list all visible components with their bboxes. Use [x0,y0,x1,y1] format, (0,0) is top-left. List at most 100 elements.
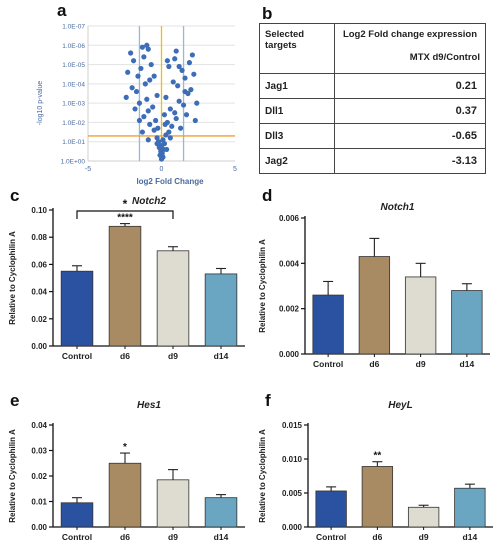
y-tick-label: 0.08 [31,233,47,242]
volcano-point [173,115,179,122]
bar-d14 [204,273,238,347]
volcano-point [155,125,161,131]
volcano-point [153,117,159,124]
volcano-point [148,61,154,68]
volcano-point [141,114,147,120]
y-tick-label: 0.005 [282,489,303,498]
volcano-point [182,75,188,81]
volcano-y-tick-label: 1.0E-02 [62,120,85,127]
volcano-point [142,81,148,87]
volcano-point [175,83,181,89]
volcano-y-tick-label: 1.0E-04 [62,81,85,88]
significance-marker: ** [373,451,381,462]
y-tick-label: 0.01 [31,498,47,507]
x-tick-label: Control [316,532,346,542]
x-tick-label: d6 [372,532,382,542]
y-tick-label: 0.006 [279,214,300,223]
bar-d14 [451,290,483,355]
bar-control [315,490,347,528]
volcano-point [161,112,168,118]
y-tick-label: 0.03 [31,447,47,456]
volcano-y-tick-label: 1.0E-03 [62,101,85,108]
bar-d9 [156,479,190,528]
volcano-point [169,123,175,129]
volcano-point [154,92,160,99]
chart-title: Notch2 [132,196,166,207]
volcano-point [170,79,176,85]
volcano-x-tick-label: 5 [233,166,237,173]
volcano-point [182,88,188,95]
table-cell-target: Jag1 [259,73,335,99]
volcano-point [130,58,137,64]
volcano-point [136,100,143,106]
bar-control [60,502,94,528]
significance-marker: **** [117,213,133,224]
panel-label-a: a [57,1,67,20]
x-tick-label: d6 [369,359,379,369]
volcano-point [173,48,179,54]
y-tick-label: 0.06 [31,260,47,269]
volcano-point [139,44,145,50]
panel-label-d: d [262,186,273,205]
table-row: Dll1 0.37 [259,98,486,124]
volcano-plot: 1.0E+00 1.0E-01 1.0E-02 1.0E-03 1.0E-04 1.0E-… [37,24,237,187]
y-axis-label: Relative to Cyclophilin A [258,239,267,333]
table-row: Jag2 -3.13 [259,148,486,174]
table-header-targets: Selected targets [259,23,335,74]
volcano-point [136,117,143,124]
volcano-point [166,63,172,70]
volcano-y-tick-label: 1.0E+00 [61,159,86,166]
bar-d14 [454,487,486,528]
bar-d14 [204,497,238,528]
significance-bracket [76,210,174,219]
chart-title: Notch1 [381,202,415,213]
y-tick-label: 0.00 [31,523,47,532]
volcano-point [129,85,135,91]
volcano-point [167,135,173,141]
x-tick-label: d9 [419,532,429,542]
table-header-log2fc-line1: Log2 Fold change expression [342,29,478,40]
volcano-x-axis-label: log2 Fold Change [136,177,204,186]
table-row: Jag1 0.21 [259,73,486,99]
volcano-point [164,146,170,153]
volcano-point [151,73,157,79]
volcano-point [176,98,182,104]
table-cell-value: 0.21 [334,73,486,99]
volcano-point [180,102,187,108]
x-tick-label: d6 [120,351,130,361]
bar-control [60,270,94,347]
volcano-point [147,77,153,83]
volcano-point [162,121,168,127]
x-tick-label: Control [313,359,343,369]
y-tick-label: 0.004 [279,259,300,268]
table-cell-value: -3.13 [334,148,486,174]
y-tick-label: 0.10 [31,206,47,215]
y-axis-label: Relative to Cyclophilin A [258,429,267,523]
volcano-point [135,73,141,79]
heyl-bar-chart: HeyL Relative to Cyclophilin A 0.000 0.005 0… [258,400,493,542]
panel-label-e: e [10,391,20,410]
volcano-point [154,135,160,141]
volcano-point [123,94,129,100]
hes1-bar-chart: Hes1 Relative to Cyclophilin A 0.00 0.01 0.0… [8,400,245,542]
volcano-x-tick-label: -5 [85,166,91,173]
volcano-point [138,65,144,72]
bracket-significance-marker: * [123,197,128,211]
volcano-point [150,104,156,110]
volcano-point [144,42,150,48]
volcano-point [132,106,138,112]
volcano-y-tick-label: 1.0E-05 [62,62,85,69]
volcano-point [192,117,198,124]
volcano-point [141,54,147,60]
y-tick-label: 0.002 [279,305,300,314]
x-tick-label: d14 [460,359,475,369]
targets-table: Selected targets Log2 Fold change expres… [259,23,486,174]
notch2-bar-chart: Notch2 Relative to Cyclophilin A 0.00 0.02 0… [8,196,245,361]
y-tick-label: 0.015 [282,421,303,430]
volcano-y-axis-label: -log10 p-value [37,81,44,125]
y-tick-label: 0.000 [279,350,300,359]
volcano-point [145,108,151,114]
volcano-y-tick-label: 1.0E-06 [62,43,85,50]
bar-control [312,294,344,355]
volcano-point [186,60,193,66]
